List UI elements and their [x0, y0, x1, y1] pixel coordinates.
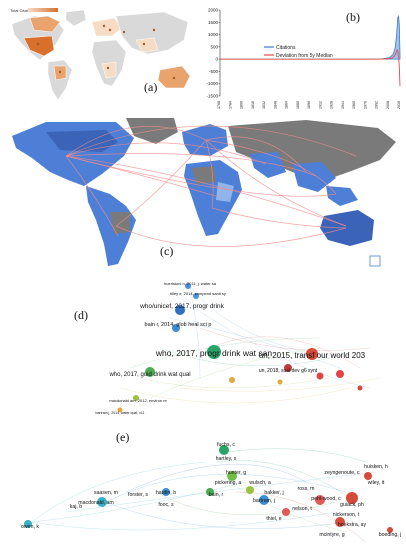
author-node-label: pehl-wood, c	[311, 496, 341, 502]
x-tick-label: 1896	[307, 101, 311, 109]
x-tick-label: 2008	[386, 101, 390, 109]
panel-d-label: (d)	[74, 308, 88, 322]
network-node-label: bain r, 2014, glob heal sci p	[145, 322, 212, 328]
y-tick-label: 1500	[208, 20, 219, 25]
author-node-label: kaj, b	[70, 504, 83, 510]
y-tick-label: -1000	[206, 81, 218, 86]
author-node-label: ross, m	[297, 486, 314, 492]
author-node-label: wiley, it	[368, 480, 385, 486]
y-tick-label: 500	[210, 44, 218, 49]
author-node-label: saasen, m	[94, 490, 118, 496]
world-map-a: Total Citations	[4, 4, 196, 104]
author-node-label: wulsch, a	[249, 480, 271, 486]
panel-c-label: (c)	[160, 244, 174, 258]
panel-e-coauthor-network: fuchs, c hartley, s hunter, g pickering, a w…	[6, 430, 404, 548]
series-deviation	[220, 48, 401, 87]
author-node-label: nelson, t	[292, 506, 312, 512]
author-node-label: pickering, a	[215, 480, 242, 486]
author-node-label: hartley, s	[216, 456, 237, 462]
author-node-label: bartram, j	[253, 498, 275, 504]
x-tick-label: 1784	[228, 101, 232, 109]
author-node-label: bain, r	[209, 492, 224, 498]
legend-deviation: Deviation from 5y Median	[276, 53, 333, 59]
x-tick-label: 1992	[375, 101, 379, 109]
author-node-label: guiack, ph	[340, 502, 364, 508]
cluster-bubbles-d	[117, 283, 363, 413]
panel-d-cocitation-network: hueristoni n, 2011, j. water sa tilley e,…	[74, 278, 400, 428]
cluster-bubbles-e	[24, 445, 393, 533]
x-tick-label: 1880	[296, 101, 300, 109]
author-node-label: mcintyre, g	[319, 532, 344, 538]
network-node-label: who, 2017, progr drink wat san	[155, 348, 273, 358]
legend-citations: Citations	[276, 45, 296, 51]
legend-title: Total Citations	[10, 8, 35, 13]
x-tick-label: 1912	[318, 101, 322, 109]
panel-a-label: (a)	[144, 80, 158, 94]
author-node-label: forster, s	[128, 492, 148, 498]
usa-region	[23, 35, 55, 57]
x-tick-label: 2016	[397, 101, 401, 109]
x-tick-label: 1928	[330, 101, 334, 109]
author-node-label: hunter, g	[226, 470, 246, 476]
author-node-label: bakker, j	[264, 490, 283, 496]
x-tick-label: 1768	[217, 101, 221, 109]
y-tick-label: -500	[209, 69, 219, 74]
author-node-label: nickerson, t	[333, 512, 360, 518]
author-node-label: hardin, b	[156, 490, 176, 496]
home-icon	[369, 255, 381, 267]
author-node-label: macdonald, am	[78, 500, 113, 506]
network-e: fuchs, c hartley, s hunter, g pickering, a w…	[21, 442, 402, 543]
x-tick-label: 1848	[273, 101, 277, 109]
network-node-label: who, 2017, guid drink wat qual	[108, 372, 190, 378]
y-tick-label: 1000	[208, 32, 219, 37]
network-node-label: macdonald am, 2012, environ re	[109, 398, 167, 403]
network-node-label: who/unicef, 2017, progr drink	[139, 303, 225, 310]
legend-b: Citations Deviation from 5y Median	[264, 45, 333, 59]
network-node-label: tilley e, 2014, compend sanit sy	[170, 291, 226, 296]
panel-a-citation-map: Total Citations (a)	[4, 4, 196, 104]
y-tick-label: 0	[215, 57, 218, 62]
author-node-label: boeding, j	[379, 532, 402, 538]
flow-lines	[65, 125, 357, 247]
x-tick-label: 1816	[251, 101, 255, 109]
network-node-label: un, 2015, transf our world 203	[259, 351, 366, 360]
panel-e-label: (e)	[116, 430, 130, 444]
network-node-label: bartram j, 2014, water qual, v11	[96, 411, 145, 415]
panel-b-citation-chart: 2000 1500 1000 500 0 -500 -1000 -1500 1768 1784 1…	[196, 4, 404, 116]
author-node-label: fuchs, c	[217, 442, 235, 448]
x-tick-label: 1800	[240, 101, 244, 109]
x-tick-label: 1832	[262, 101, 266, 109]
chart-b: 2000 1500 1000 500 0 -500 -1000 -1500 1768 1784 1…	[206, 8, 401, 110]
x-tick-label: 1864	[285, 101, 289, 109]
author-node-label: zeyngenoute, c	[324, 470, 360, 476]
panel-c-flow-map: (c)	[6, 116, 402, 274]
network-node-label: un, 2018, sust dev g6 synt	[259, 368, 318, 374]
x-tick-label: 1960	[352, 101, 356, 109]
x-tick-label: 1944	[341, 101, 345, 109]
network-d: hueristoni n, 2011, j. water sa tilley e,…	[96, 281, 381, 415]
y-tick-label: -1500	[206, 94, 218, 99]
x-tick-label: 1976	[363, 101, 367, 109]
author-node-label: hoekstra, ay	[338, 522, 367, 528]
y-tick-label: 2000	[208, 8, 219, 13]
network-node-label: hueristoni n, 2011, j. water sa	[164, 281, 217, 286]
author-node-label: fooc, s	[158, 502, 174, 508]
author-node-label: huisken, h	[364, 464, 388, 470]
author-node-label: thiel, e	[266, 516, 281, 522]
legend-a: Total Citations	[10, 8, 58, 13]
author-node-label: owen, k	[21, 524, 39, 530]
world-map-c	[6, 116, 402, 274]
panel-b-label: (b)	[346, 10, 360, 24]
